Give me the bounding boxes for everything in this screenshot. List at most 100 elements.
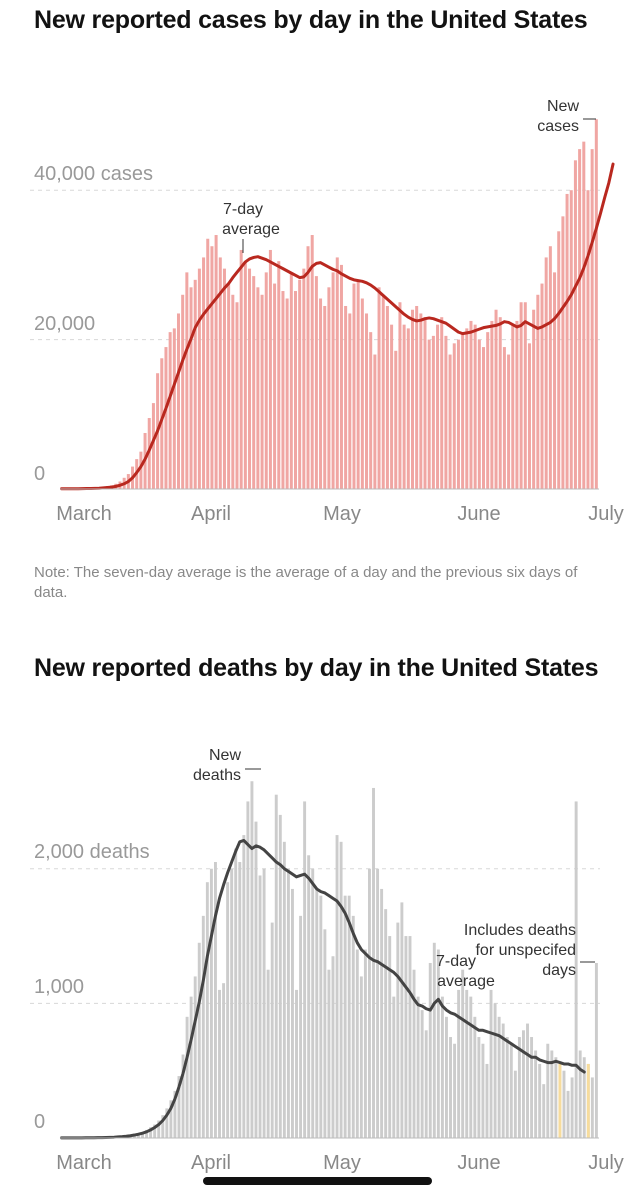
deaths-bar [554,1057,558,1138]
cases-bar [515,320,519,489]
cases-bar [381,294,385,489]
cases-bar [277,261,281,489]
cases-new-cases-label: New [547,98,579,115]
cases-bar [473,324,477,489]
cases-bar [327,287,331,489]
deaths-bar [501,1023,505,1138]
cases-bar [561,216,565,489]
deaths-bar [359,976,363,1138]
cases-bar [573,160,577,489]
cases-bar [436,324,440,489]
cases-bar [214,235,218,489]
deaths-bar [368,868,371,1138]
deaths-bar [493,1003,497,1138]
cases-bar [168,332,172,489]
deaths-bar [420,1010,424,1138]
deaths-bar [299,915,303,1138]
cases-bar [502,347,506,489]
deaths-bar [380,888,384,1138]
deaths-bar [189,996,193,1138]
deaths-bar [436,949,440,1138]
cases-bar [281,291,285,489]
deaths-bar [327,969,331,1138]
deaths-bar [246,801,250,1138]
deaths-7day-average-line [59,838,586,1140]
deaths-bar [432,942,436,1138]
cases-bar [348,313,352,489]
cases-7day-label: average [222,221,280,238]
deaths-7day-label: 7-day [436,953,476,970]
cases-bar [402,324,406,489]
cases-new-cases-annotation: New cases [537,98,596,135]
deaths-bar [205,882,209,1138]
deaths-bar [315,888,319,1138]
deaths-bar [274,794,278,1138]
cases-bar [394,350,398,489]
cases-bar [323,305,327,489]
deaths-bar [339,841,343,1138]
cases-bar [164,347,168,489]
deaths-bar [570,1077,574,1138]
cases-bar [185,272,189,489]
cases-bar [314,276,318,489]
deaths-bar [530,1037,534,1138]
cases-bar [498,317,502,489]
deaths-bar [303,801,307,1138]
cases-bar [260,294,264,489]
deaths-bar [226,882,230,1138]
cases-bar [377,287,381,489]
cases-bar [298,279,302,489]
cases-bar [360,298,364,489]
cases-bar [273,283,277,489]
cases-bar [243,261,247,489]
cases-bar [565,193,569,489]
deaths-7day-label: average [437,973,495,990]
deaths-bar [141,1131,144,1138]
deaths-7day-annotation: 7-day average [436,953,495,990]
cases-bar [557,231,561,490]
cases-bar [331,272,335,489]
cases-bar [456,339,460,489]
cases-bar [511,324,515,489]
cases-bar [553,272,557,489]
cases-bar [293,291,297,489]
deaths-bar [157,1120,161,1138]
cases-7day-average-line [60,162,615,491]
cases-bar [569,190,573,489]
deaths-new-deaths-label: deaths [193,767,241,784]
deaths-bar [449,1037,452,1138]
cases-bar [594,119,598,490]
deaths-bar [351,915,355,1138]
cases-x-tick-label: March [56,503,112,525]
cases-bar [373,354,377,489]
deaths-bar [286,868,290,1138]
deaths-bar [323,929,327,1138]
cases-x-tick-label: April [191,503,231,525]
deaths-bar [270,922,274,1138]
deaths-bar [238,862,242,1138]
cases-y-tick-label: 0 [34,463,45,485]
cases-bar [206,238,210,489]
deaths-bar [266,969,270,1138]
cases-x-tick-label: July [588,503,624,525]
cases-bar [285,298,289,489]
cases-bar [210,246,214,489]
deaths-bar [254,821,258,1138]
deaths-bar [319,895,323,1138]
deaths-x-tick-label: March [56,1152,112,1174]
deaths-bar [396,922,400,1138]
cases-bar [356,279,360,489]
deaths-unspecified-label: for unspecifed [475,942,576,959]
cases-bar [227,283,231,489]
cases-new-cases-label: cases [537,118,579,135]
deaths-bar [311,868,315,1138]
cases-bar [507,354,511,489]
deaths-bar [412,969,416,1138]
cases-bar [469,320,473,489]
deaths-unspecified-label: Includes deaths [464,922,576,939]
deaths-y-tick-label: 2,000 deaths [34,841,150,863]
deaths-bar [404,936,408,1138]
deaths-bar [258,875,262,1138]
deaths-bar [440,996,444,1138]
home-indicator[interactable] [203,1177,432,1185]
